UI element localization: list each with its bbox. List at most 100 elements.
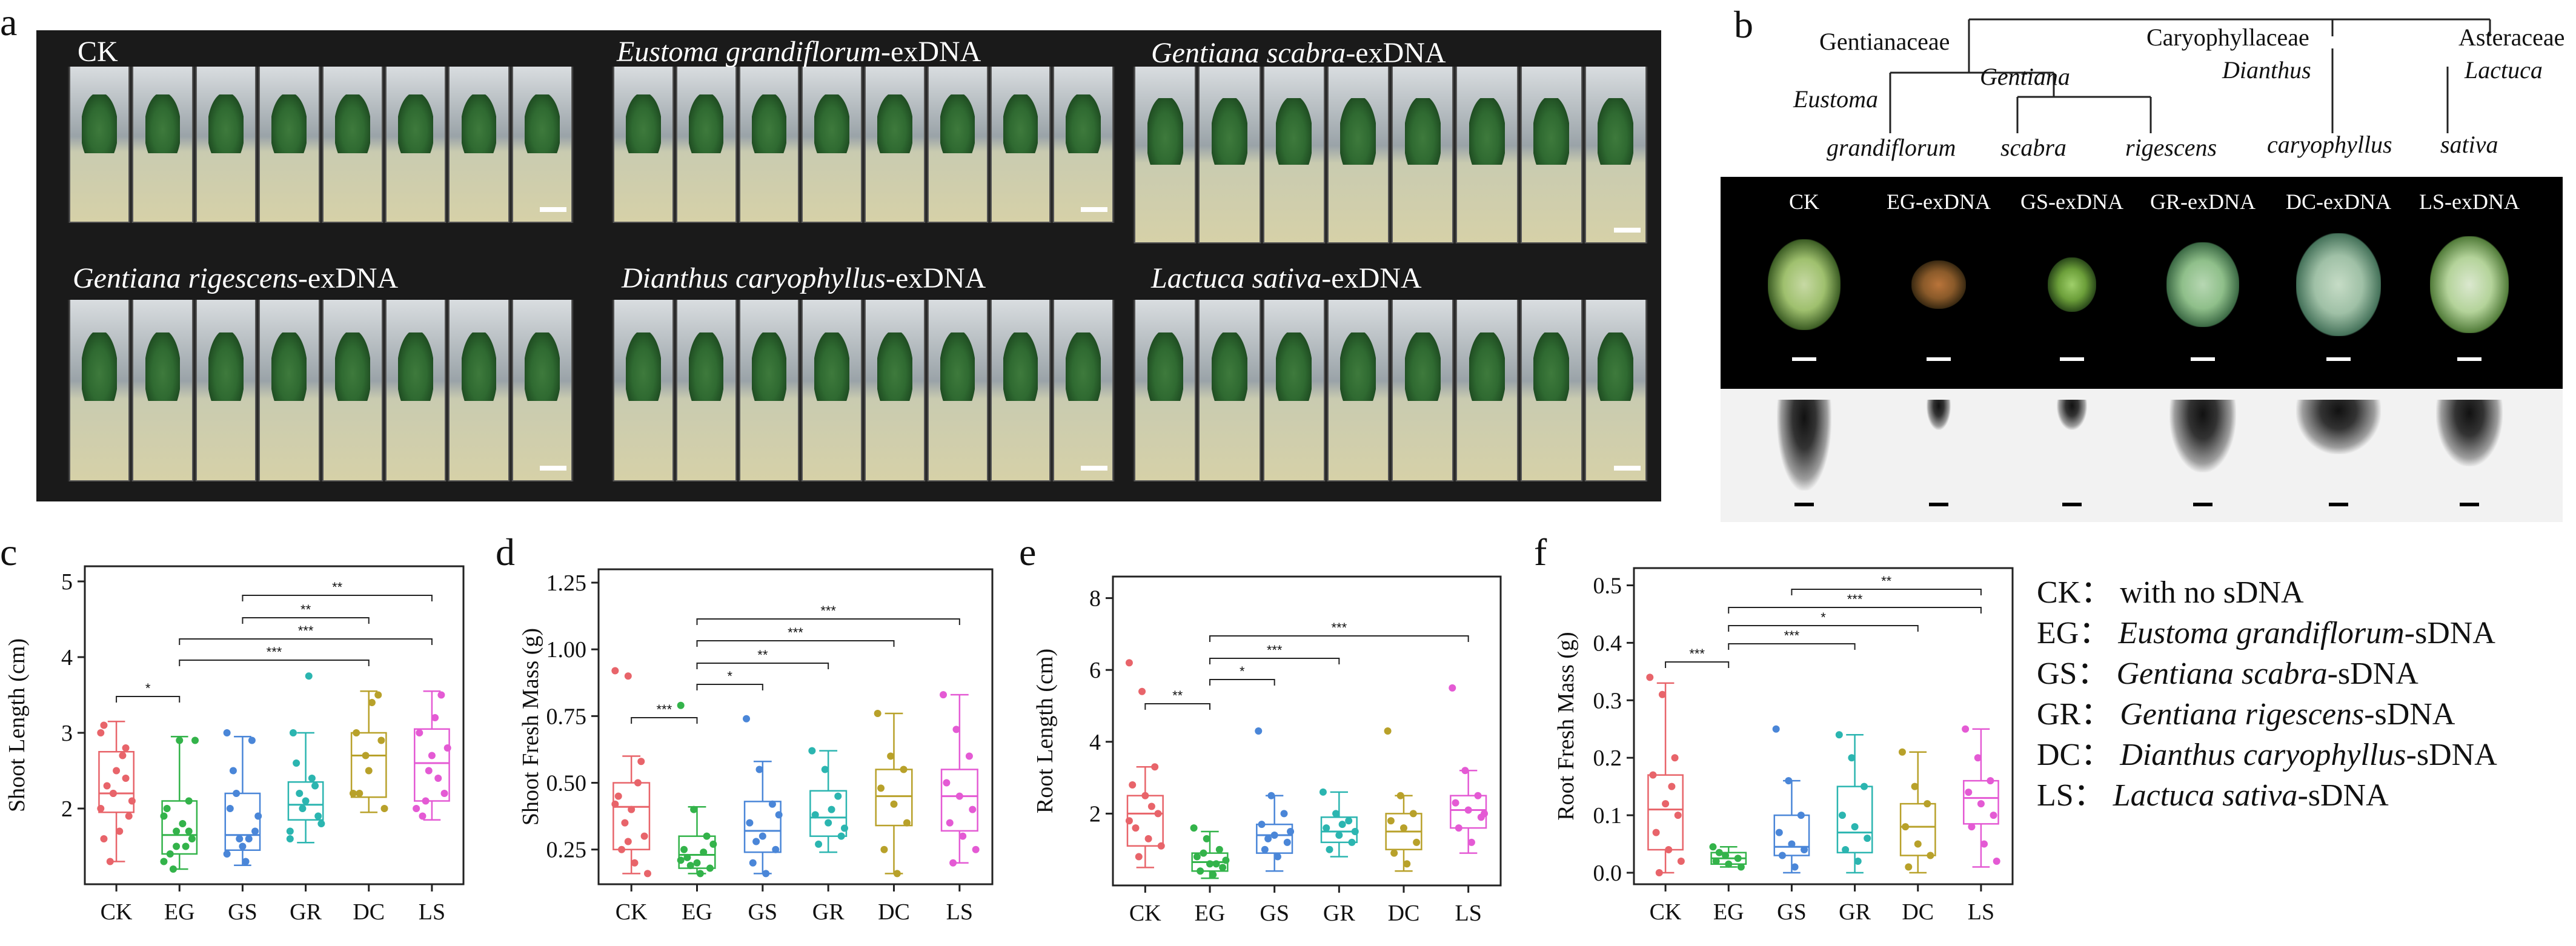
- legend-suffix: -sDNA: [2404, 616, 2495, 650]
- data-point: [314, 812, 322, 820]
- data-point: [353, 729, 360, 736]
- plantlet: [940, 94, 975, 154]
- data-point: [874, 709, 881, 717]
- scale-bar: [1614, 228, 1641, 233]
- panel-a-tile: [68, 67, 574, 223]
- x-tick-label: CK: [1129, 901, 1161, 926]
- data-point: [1968, 823, 1976, 831]
- data-point: [374, 691, 382, 699]
- culture-tube: [385, 300, 446, 481]
- data-point: [380, 805, 388, 812]
- plantlet: [1469, 98, 1505, 165]
- x-tick-label: GR: [290, 899, 322, 925]
- plantlet: [145, 332, 181, 401]
- plantlet: [398, 94, 433, 154]
- data-point: [1222, 856, 1230, 864]
- data-point: [759, 832, 766, 840]
- plantlet: [814, 94, 849, 154]
- y-tick-label: 0.50: [546, 771, 587, 796]
- plot-frame: [84, 565, 465, 885]
- legend-suffix: -sDNA: [2327, 657, 2418, 691]
- caption-suffix: -exDNA: [1321, 262, 1422, 294]
- data-point: [1280, 810, 1288, 818]
- data-point: [880, 845, 888, 853]
- data-point: [1848, 754, 1856, 762]
- culture-tube: [511, 67, 573, 223]
- data-point: [419, 812, 427, 820]
- x-tick-label: LS: [1455, 901, 1481, 926]
- panel-b-column-label: GR-exDNA: [2150, 190, 2256, 214]
- data-point: [1287, 828, 1295, 836]
- scale-bar: [2326, 357, 2351, 361]
- legend-code: EG：: [2037, 616, 2119, 650]
- data-point: [1791, 863, 1799, 871]
- data-point: [113, 767, 121, 775]
- culture-tube: [865, 67, 925, 223]
- legend-species: Eustoma grandiflorum: [2118, 616, 2405, 650]
- panel-b-column-label: EG-exDNA: [1887, 190, 1991, 214]
- culture-tube: [1134, 67, 1197, 243]
- box: [809, 790, 848, 837]
- panel-label-b: b: [1734, 3, 1753, 46]
- culture-tube: [1053, 67, 1114, 223]
- significance-label: **: [757, 647, 768, 663]
- data-point: [772, 845, 780, 853]
- data-point: [1212, 860, 1220, 868]
- y-tick-label: 0.0: [1593, 861, 1622, 886]
- tile-caption: CK: [78, 35, 118, 68]
- data-point: [700, 848, 708, 856]
- significance-label: ***: [788, 625, 803, 640]
- scale-bar: [2060, 357, 2084, 361]
- data-point: [233, 790, 241, 797]
- culture-tube: [676, 67, 737, 223]
- culture-tube: [802, 67, 862, 223]
- plantlet: [1003, 94, 1038, 154]
- data-point: [640, 832, 648, 840]
- y-tick-label: 4: [61, 645, 73, 670]
- data-point: [1129, 781, 1137, 789]
- data-point: [1138, 687, 1146, 695]
- data-point: [746, 819, 754, 827]
- culture-tube: [1520, 67, 1582, 243]
- tile-caption: Dianthus caryophyllus-exDNA: [622, 262, 986, 295]
- y-axis-label: Shoot Length (cm): [4, 638, 30, 812]
- culture-tube: [802, 300, 862, 481]
- data-point: [1797, 812, 1805, 819]
- data-point: [160, 812, 168, 820]
- data-point: [887, 752, 895, 760]
- culture-tube: [676, 300, 737, 481]
- culture-tube: [865, 300, 925, 481]
- caption-plain: CK: [78, 36, 118, 68]
- data-point: [1987, 777, 1994, 785]
- x-tick-label: GR: [812, 899, 845, 925]
- data-point: [236, 835, 244, 842]
- plantlet: [1404, 98, 1441, 165]
- y-axis-label: Root Length (cm): [1032, 649, 1058, 813]
- culture-tube: [1198, 67, 1261, 243]
- legend-text: with no sDNA: [2120, 575, 2304, 610]
- shoot-photo: [2296, 233, 2381, 336]
- x-tick-label: CK: [101, 899, 133, 925]
- panel-b-column-label: GS-exDNA: [2020, 190, 2123, 214]
- plantlet: [82, 332, 118, 401]
- scale-bar: [2193, 503, 2213, 506]
- legend-suffix: -sDNA: [2297, 778, 2389, 813]
- plantlet: [751, 94, 787, 154]
- data-point: [97, 729, 105, 736]
- box: [350, 732, 387, 798]
- data-point: [191, 736, 199, 744]
- data-point: [425, 767, 433, 775]
- culture-tube: [132, 300, 193, 481]
- panel-a-tile: [612, 67, 1115, 223]
- data-point: [173, 827, 181, 835]
- culture-tube: [1520, 300, 1582, 481]
- plantlet: [1211, 98, 1247, 165]
- data-point: [1154, 810, 1162, 818]
- data-point: [317, 820, 325, 827]
- box: [940, 769, 978, 832]
- plantlet: [145, 94, 181, 154]
- culture-tube: [1392, 300, 1454, 481]
- data-point: [1141, 792, 1149, 799]
- plantlet: [82, 94, 118, 154]
